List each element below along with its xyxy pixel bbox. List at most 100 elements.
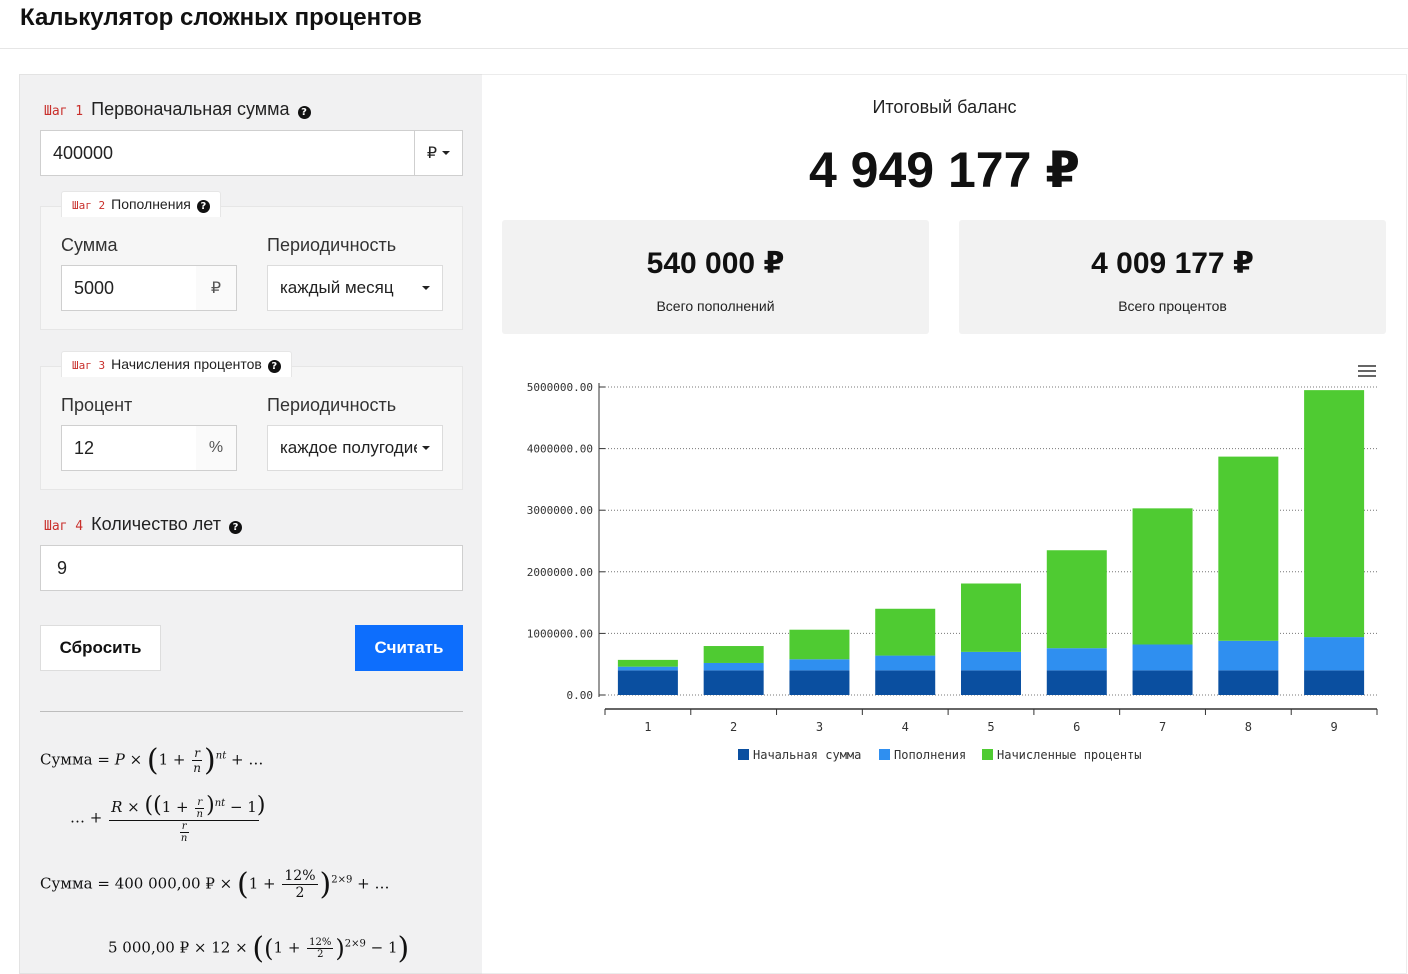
- step2-number: Шаг 2: [72, 199, 106, 212]
- step4-label: Количество лет: [91, 514, 221, 534]
- chevron-down-icon: [422, 286, 430, 290]
- formula-rate: 12%: [282, 868, 318, 885]
- bar-segment-3: [1304, 390, 1365, 638]
- hamburger-menu-icon[interactable]: [1358, 365, 1376, 379]
- formula-line1: Сумма = P × (1 + r n)nt + …: [40, 743, 264, 778]
- rate-input[interactable]: [62, 426, 196, 470]
- currency-symbol: ₽: [426, 145, 438, 162]
- step1-heading: Шаг 1 Первоначальная сумма ?: [44, 99, 311, 120]
- formula-line3: Сумма = 400 000,00 ₽ × (1 + 12% 2)2×9 + …: [40, 867, 390, 902]
- bar-segment-3: [1218, 456, 1279, 641]
- bar-segment-1: [961, 670, 1021, 695]
- bar-segment-1: [789, 670, 850, 695]
- step1-number: Шаг 1: [44, 104, 84, 119]
- step1-label: Первоначальная сумма: [91, 99, 290, 119]
- final-balance-value: 4 949 177 ₽: [808, 142, 1081, 198]
- y-tick-label: 4000000.00: [527, 443, 593, 456]
- compound-period-select[interactable]: каждое полугодие: [267, 425, 443, 471]
- bar-segment-1: [1218, 670, 1279, 695]
- y-tick-label: 3000000.00: [527, 504, 593, 517]
- bar-segment-2: [1132, 644, 1193, 671]
- bar-segment-3: [1132, 508, 1193, 645]
- step4-heading: Шаг 4 Количество лет ?: [44, 514, 242, 535]
- years-input[interactable]: [41, 546, 462, 590]
- rate-group: %: [61, 425, 237, 471]
- final-balance-title: Итоговый баланс: [872, 97, 1017, 117]
- legend-label: Начисленные проценты: [997, 748, 1142, 762]
- bar-segment-1: [1046, 670, 1107, 695]
- step2-label: Пополнения: [111, 196, 191, 212]
- compound-period-label: Периодичность: [267, 395, 397, 415]
- currency-dropdown[interactable]: ₽: [414, 131, 462, 175]
- ruble-suffix: ₽: [196, 266, 236, 310]
- deposit-period-label: Периодичность: [267, 235, 397, 255]
- legend-label: Начальная сумма: [753, 748, 861, 762]
- step3-label: Начисления процентов: [111, 356, 262, 372]
- formula-rate-2: 12%: [307, 937, 334, 949]
- chevron-down-icon: [442, 151, 451, 155]
- x-tick-label: 4: [902, 720, 909, 734]
- formula-lhs-2: Сумма: [40, 874, 93, 893]
- bar-segment-2: [1046, 648, 1107, 671]
- deposit-amount-input[interactable]: [62, 266, 196, 310]
- formula-n: 2: [295, 885, 305, 901]
- initial-amount-input[interactable]: [41, 131, 414, 175]
- deposit-period-value: каждый месяц: [280, 278, 394, 297]
- formula-line4: 5 000,00 ₽ × 12 × ((1 + 12% 2)2×9 − 1): [108, 931, 410, 966]
- bar-segment-1: [875, 670, 936, 695]
- calculate-button[interactable]: Считать: [355, 625, 463, 671]
- formula-lhs: Сумма: [40, 750, 93, 769]
- help-icon[interactable]: ?: [267, 360, 281, 373]
- formula-exp-2: 2×9: [344, 938, 366, 950]
- deposit-amount-label: Сумма: [61, 235, 118, 255]
- y-tick-label: 2000000.00: [527, 566, 593, 579]
- y-tick-label: 0.00: [567, 689, 594, 702]
- x-tick-label: 2: [730, 720, 737, 734]
- years-group: [40, 545, 463, 591]
- bar-segment-2: [617, 666, 678, 671]
- divider: [40, 711, 463, 712]
- formula-principal: 400 000,00 ₽: [114, 874, 215, 893]
- step3-legend: Шаг 3 Начисления процентов ?: [61, 351, 292, 377]
- legend-label: Пополнения: [894, 748, 966, 762]
- bar-segment-1: [1132, 670, 1193, 695]
- deposits-fieldset: Шаг 2 Пополнения ? Сумма Периодичность ₽…: [40, 191, 463, 330]
- interest-total: 4 009 177 ₽: [1091, 247, 1254, 280]
- interest-card: 4 009 177 ₽ Всего процентов: [959, 220, 1386, 334]
- bar-segment-3: [617, 659, 678, 667]
- legend-swatch: [982, 749, 993, 760]
- bar-segment-2: [875, 655, 936, 671]
- bar-segment-2: [789, 659, 850, 671]
- bar-segment-1: [617, 670, 678, 695]
- bar-segment-2: [1218, 640, 1279, 671]
- help-icon[interactable]: ?: [196, 200, 210, 213]
- bar-segment-3: [875, 608, 936, 656]
- step4-number: Шаг 4: [44, 519, 84, 534]
- help-icon[interactable]: ?: [228, 521, 242, 534]
- y-tick-label: 1000000.00: [527, 627, 593, 640]
- balance-chart: 0.00 1000000.00 2000000.00 3000000.00 400000…: [527, 381, 1378, 762]
- step3-number: Шаг 3: [72, 359, 106, 372]
- percent-suffix: %: [196, 426, 236, 470]
- x-tick-label: 1: [644, 720, 651, 734]
- page-title: Калькулятор сложных процентов: [20, 4, 422, 31]
- legend-swatch: [879, 749, 890, 760]
- formula-line2: … + R × ((1 + r n)nt − 1) r n: [70, 793, 266, 844]
- rate-label: Процент: [61, 395, 133, 415]
- bar-segment-1: [1304, 670, 1365, 695]
- interest-fieldset: Шаг 3 Начисления процентов ? Процент Пер…: [40, 351, 463, 490]
- deposit-period-select[interactable]: каждый месяц: [267, 265, 443, 311]
- help-icon[interactable]: ?: [297, 106, 311, 119]
- bar-segment-3: [703, 646, 764, 663]
- formula-n-2: 2: [317, 949, 324, 960]
- bar-segment-3: [1046, 550, 1107, 649]
- x-tick-label: 5: [987, 720, 994, 734]
- formula-months: 12: [211, 938, 231, 957]
- formula-deposit: 5 000,00 ₽: [108, 938, 190, 957]
- deposits-card: 540 000 ₽ Всего пополнений: [502, 220, 929, 334]
- legend-swatch: [738, 749, 749, 760]
- x-tick-label: 8: [1245, 720, 1252, 734]
- calculator-form: Шаг 1 Первоначальная сумма ? ₽ Шаг 2 Поп…: [19, 74, 483, 974]
- compound-period-value: каждое полугодие: [280, 438, 417, 457]
- reset-button[interactable]: Сбросить: [40, 625, 161, 671]
